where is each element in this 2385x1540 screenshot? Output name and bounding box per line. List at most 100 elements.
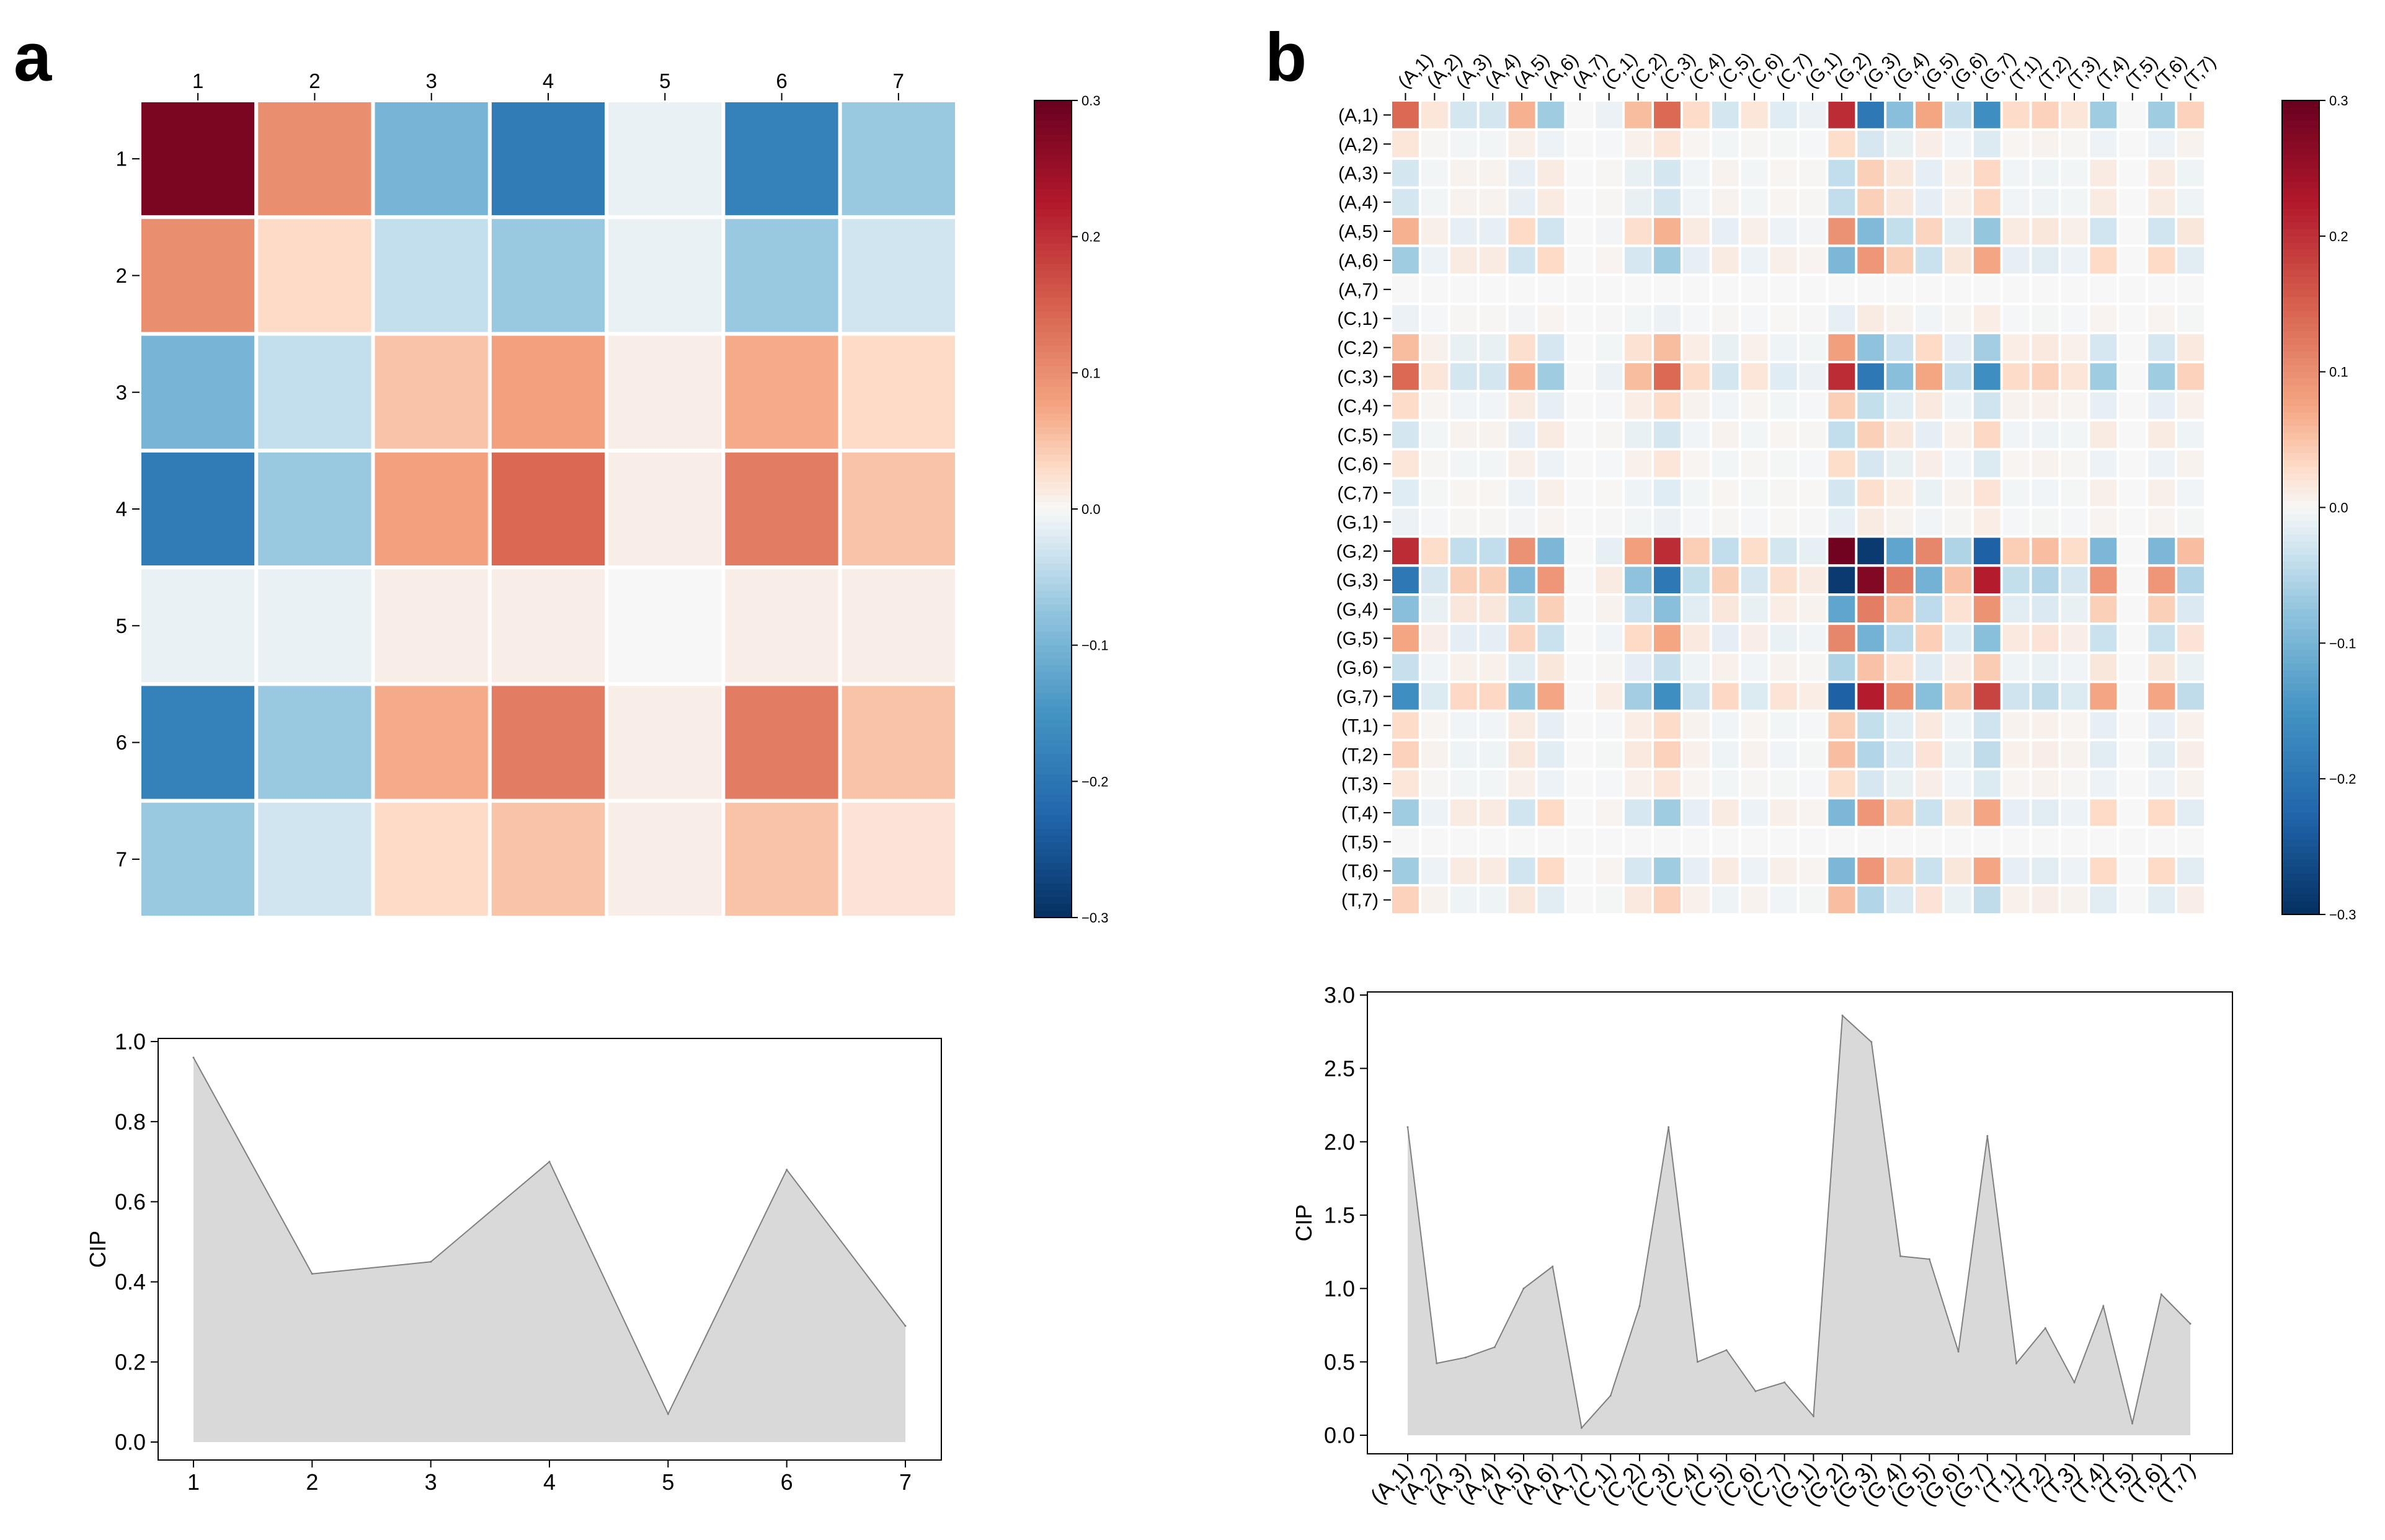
heatmap-cell	[2087, 477, 2120, 509]
heatmap-cell	[1593, 273, 1625, 306]
heatmap-cell	[1709, 99, 1741, 131]
heatmap-cell	[2058, 622, 2090, 654]
heatmap-cell	[1971, 477, 2003, 509]
heatmap-cell	[2146, 768, 2178, 800]
heatmap-cell	[1913, 738, 1945, 771]
heatmap-cell	[1680, 215, 1712, 247]
heatmap-cell	[1651, 593, 1683, 626]
heatmap-cell	[1709, 797, 1741, 829]
heatmap-cell	[1535, 826, 1567, 858]
heatmap-cell	[2087, 826, 2120, 858]
heatmap-cell	[2146, 448, 2178, 480]
heatmap-cell	[1390, 738, 1421, 771]
heatmap-cell	[1855, 215, 1887, 247]
heatmap-cell	[1593, 709, 1625, 741]
heatmap-cell	[1913, 651, 1945, 683]
heatmap-cell	[1593, 244, 1625, 277]
heatmap-cell	[2116, 738, 2149, 771]
heatmap-cell	[2116, 332, 2149, 364]
colorbar-segment	[2282, 555, 2319, 562]
heatmap-cell	[1855, 418, 1887, 451]
heatmap-cell	[1651, 389, 1683, 422]
heatmap-cell	[1884, 332, 1916, 364]
colorbar-segment	[2282, 697, 2319, 705]
heatmap-cell	[1535, 99, 1567, 131]
heatmap-cell	[1913, 593, 1945, 626]
colorbar-tick-label: 0.0	[1081, 502, 1101, 517]
heatmap-cell	[1564, 303, 1596, 335]
heatmap-cell	[1738, 622, 1770, 654]
heatmap-cell	[1622, 768, 1654, 800]
heatmap-cell	[1622, 418, 1654, 451]
heatmap-cell	[1767, 273, 1800, 306]
heatmap-cell	[2087, 303, 2120, 335]
colorbar-segment	[1034, 904, 1072, 911]
heatmap-cell	[1884, 797, 1916, 829]
colorbar-segment	[2282, 480, 2319, 488]
heatmap-cell	[1797, 332, 1829, 364]
data-point	[2015, 1362, 2018, 1365]
heatmap-cell	[1535, 738, 1567, 771]
heatmap-cell	[1942, 564, 1974, 596]
y-tick-label: 6	[116, 731, 127, 754]
heatmap-cell	[1855, 884, 1887, 916]
heatmap-cell	[487, 682, 609, 803]
colorbar-segment	[1034, 359, 1072, 366]
heatmap-cell	[1913, 418, 1945, 451]
heatmap-cell	[2087, 506, 2120, 538]
heatmap-cell	[1971, 535, 2003, 567]
y-tick-label: (T,3)	[1341, 774, 1379, 794]
heatmap-cell	[1826, 768, 1858, 800]
heatmap-cell	[1913, 826, 1945, 858]
heatmap-cell	[1942, 738, 1974, 771]
colorbar-segment	[1034, 563, 1072, 571]
heatmap-cell	[2029, 535, 2061, 567]
colorbar-segment	[1034, 461, 1072, 469]
colorbar-segment	[1034, 202, 1072, 210]
heatmap-cell	[1738, 709, 1770, 741]
colorbar-segment	[2282, 229, 2319, 237]
data-point	[667, 1413, 669, 1415]
heatmap-cell	[1971, 273, 2003, 306]
heatmap-cell	[1913, 448, 1945, 480]
colorbar-segment	[1034, 236, 1072, 244]
heatmap-cell	[1797, 709, 1829, 741]
heatmap-cell	[371, 448, 492, 570]
heatmap-cell	[1535, 622, 1567, 654]
heatmap-cell	[2058, 99, 2090, 131]
heatmap-cell	[2146, 477, 2178, 509]
heatmap-cell	[605, 682, 726, 803]
x-tick-label: 5	[662, 1469, 674, 1495]
heatmap-cell	[2058, 768, 2090, 800]
heatmap-cell	[2000, 215, 2032, 247]
heatmap-cell	[605, 332, 726, 453]
heatmap-cell	[2175, 622, 2207, 654]
heatmap-cell	[1709, 418, 1741, 451]
heatmap-cell	[1651, 738, 1683, 771]
heatmap-cell	[2029, 389, 2061, 422]
heatmap-cell	[2029, 157, 2061, 189]
colorbar-segment	[2282, 405, 2319, 413]
heatmap-cell	[1767, 884, 1800, 916]
colorbar-segment	[2282, 263, 2319, 271]
colorbar-segment	[2282, 426, 2319, 433]
colorbar-segment	[1034, 747, 1072, 755]
colorbar-segment	[2282, 209, 2319, 216]
colorbar-segment	[2282, 609, 2319, 617]
heatmap-cell	[1709, 564, 1741, 596]
heatmap-cell	[487, 799, 609, 919]
heatmap-cell	[1622, 477, 1654, 509]
heatmap-cell	[1884, 99, 1916, 131]
heatmap-cell	[1535, 128, 1567, 160]
heatmap-cell	[1971, 593, 2003, 626]
y-tick-label: 1	[116, 148, 127, 170]
heatmap-cell	[2000, 564, 2032, 596]
heatmap-cell	[1651, 884, 1683, 916]
heatmap-cell	[1767, 535, 1800, 567]
heatmap-cell	[1797, 186, 1829, 218]
heatmap-cell	[1971, 418, 2003, 451]
heatmap-cell	[1593, 418, 1625, 451]
heatmap-cell	[1913, 273, 1945, 306]
heatmap-cell	[1651, 332, 1683, 364]
colorbar-segment	[1034, 843, 1072, 850]
